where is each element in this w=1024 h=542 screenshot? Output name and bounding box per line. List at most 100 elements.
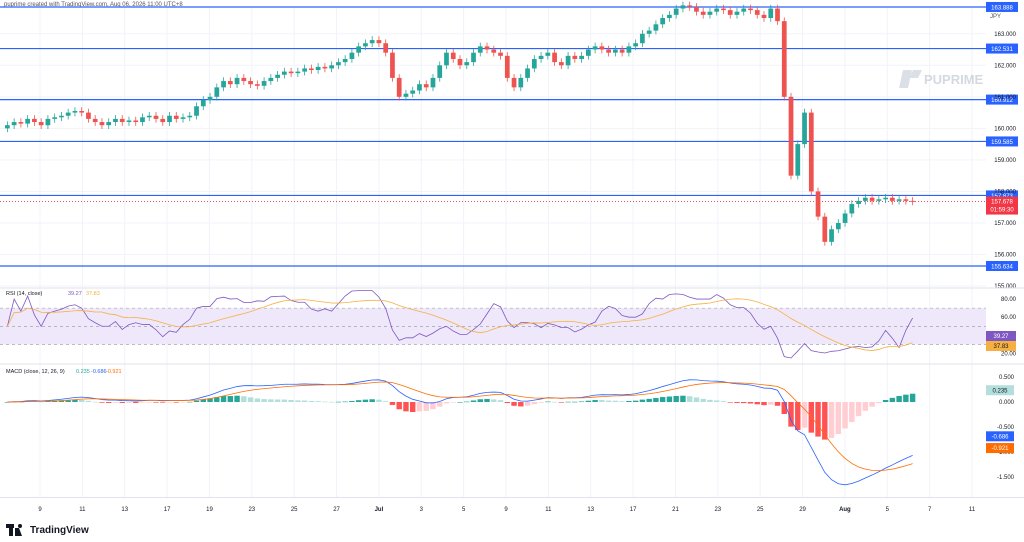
rsi-ma-line [7, 298, 913, 351]
price-level-label: 162.531 [991, 47, 1013, 53]
candle-body [275, 74, 280, 78]
macd-histogram-bar [99, 402, 105, 403]
macd-histogram-bar [518, 402, 524, 407]
candle-body [450, 52, 456, 59]
time-axis-label: 17 [164, 507, 171, 513]
macd-histogram-bar [342, 401, 348, 403]
price-level-badge [986, 136, 1018, 147]
macd-histogram-bar [349, 400, 355, 402]
macd-histogram-bar [876, 402, 882, 404]
price-tick-label: 162.000 [994, 63, 1016, 69]
macd-histogram-bar [308, 400, 315, 402]
candle-body [862, 197, 868, 201]
candle-body [626, 46, 632, 53]
candle-body [660, 18, 666, 25]
macd-histogram-bar [491, 399, 497, 402]
candle-body [822, 216, 828, 242]
candle-body [79, 111, 85, 113]
macd-histogram-bar [862, 402, 869, 411]
candle-body [477, 46, 483, 53]
macd-histogram-bar [795, 402, 801, 431]
candle-body [322, 66, 328, 69]
price-level-badge [986, 43, 1018, 54]
candle-body [113, 118, 118, 123]
macd-tick-label: 0.000 [999, 400, 1015, 406]
macd-histogram-bar [869, 402, 875, 407]
time-axis-label: 23 [248, 507, 255, 513]
candle-body [119, 118, 125, 123]
macd-histogram-label: 0.235 [992, 388, 1008, 394]
macd-histogram-bar [646, 398, 652, 402]
time-axis-label: 13 [587, 507, 594, 513]
price-axis: 163.000 162.000 161.000 160.000 159.000 158.0… [994, 32, 1016, 290]
candle-body [207, 96, 213, 100]
macd-histogram-bar [511, 402, 517, 406]
candle-body [646, 30, 652, 34]
macd-histogram-bar [619, 401, 625, 402]
macd-histogram-bar [241, 396, 247, 402]
macd-tick-label: -1.500 [997, 475, 1015, 481]
candle-body [106, 122, 112, 126]
macd-histogram-bar [666, 396, 673, 402]
macd-histogram-bar [301, 400, 308, 402]
candle-body [491, 49, 497, 53]
candle-body [254, 84, 260, 86]
candlestick-series [5, 1, 915, 246]
chart-header: puprime created with TradingView.com, Au… [4, 2, 183, 8]
candle-body [572, 55, 578, 59]
macd-tick-label: -0.500 [997, 425, 1015, 431]
candle-body [146, 115, 152, 118]
currency-label: JPY [990, 14, 1001, 20]
candle-body [849, 204, 855, 214]
candle-body [667, 14, 672, 18]
macd-histogram-bar [605, 400, 612, 402]
rsi-ma-value-badge [986, 340, 1016, 351]
candle-body [869, 197, 875, 201]
candle-body [721, 8, 726, 11]
macd-histogram-bar [457, 401, 463, 403]
time-axis-label: 21 [672, 507, 679, 513]
macd-histogram-bar [592, 400, 598, 402]
macd-histogram-bar [207, 398, 213, 402]
rsi-legend-value: 39.27 [68, 291, 82, 297]
time-axis-label: 5 [462, 507, 466, 513]
macd-histogram-bar [653, 397, 659, 402]
macd-legend-value: -0.686 [91, 369, 107, 375]
last-price-label: 157.678 [991, 200, 1013, 206]
candle-body [883, 197, 888, 200]
candle-body [613, 49, 618, 53]
candle-body [775, 8, 780, 22]
macd-histogram-bar [727, 402, 733, 403]
macd-histogram-bar [315, 401, 321, 402]
candle-body [592, 46, 598, 50]
candle-body [194, 106, 199, 116]
time-axis-label: 27 [333, 507, 340, 513]
candle-body [221, 81, 226, 88]
macd-histogram-bar [524, 402, 531, 406]
candle-body [525, 68, 530, 78]
candle-body [781, 21, 787, 97]
macd-histogram-bar [896, 395, 902, 402]
macd-histogram-bar [700, 398, 706, 402]
macd-histogram-bar [382, 401, 389, 402]
puprime-watermark: PUPRIME [899, 70, 984, 88]
macd-histogram-bar [126, 402, 132, 403]
macd-histogram-bar [572, 401, 578, 403]
macd-histogram-bar [153, 402, 159, 403]
tradingview-logo[interactable]: TradingView [6, 524, 89, 536]
candle-body [619, 49, 625, 53]
candle-body [234, 77, 240, 85]
time-axis-label: 17 [630, 507, 637, 513]
candle-body [140, 117, 145, 123]
candle-body [295, 71, 301, 74]
macd-signal-value-label: -0.921 [991, 446, 1009, 452]
candle-body [795, 144, 801, 176]
candle-body [815, 191, 821, 217]
macd-histogram-bar [538, 402, 544, 403]
time-axis-label: 3 [420, 507, 424, 513]
macd-histogram-bar [106, 402, 112, 403]
candle-body [133, 120, 139, 123]
candle-body [363, 43, 368, 47]
candle-body [808, 112, 814, 192]
